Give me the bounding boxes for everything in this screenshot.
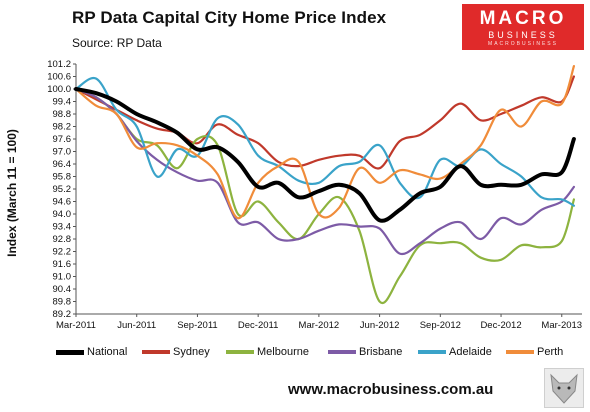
y-tick-label: 99.4	[53, 97, 72, 108]
legend-item-national: National	[56, 346, 127, 358]
wolf-head-icon	[550, 373, 578, 404]
chart-title: RP Data Capital City Home Price Index	[72, 8, 387, 27]
x-tick-label: Mar-2011	[56, 320, 96, 331]
x-tick-label: Dec-2012	[480, 320, 521, 331]
x-tick-label: Jun-2012	[360, 320, 400, 331]
legend-item-melbourne: Melbourne	[226, 346, 309, 358]
y-tick-label: 90.4	[53, 284, 72, 295]
logo-line2: BUSINESS	[488, 30, 558, 40]
series-line-brisbane	[74, 87, 575, 256]
series-line-national	[74, 87, 576, 223]
y-tick-label: 100.6	[47, 72, 71, 83]
y-tick-label: 94.6	[53, 197, 72, 208]
legend-label-melbourne: Melbourne	[257, 346, 309, 358]
x-tick-label: Sep-2012	[420, 320, 461, 331]
y-tick-label: 94.0	[53, 209, 72, 220]
x-tick-label: Sep-2011	[177, 320, 218, 331]
x-tick-label: Dec-2011	[238, 320, 279, 331]
series-line-perth	[74, 65, 575, 220]
y-tick-label: 89.8	[53, 297, 72, 308]
legend-swatch-perth	[506, 350, 534, 355]
y-tick-label: 91.6	[53, 259, 72, 270]
y-tick-label: 100.0	[47, 84, 71, 95]
y-tick-label: 98.8	[53, 109, 72, 120]
legend-item-brisbane: Brisbane	[328, 346, 402, 358]
legend-label-national: National	[87, 346, 128, 358]
y-tick-label: 95.8	[53, 172, 72, 183]
y-tick-label: 97.0	[53, 147, 72, 158]
series-line-sydney	[74, 75, 575, 170]
logo-line3: MACROBUSINESS	[488, 41, 558, 47]
chart-subtitle: Source: RP Data	[72, 36, 162, 50]
y-tick-label: 98.2	[53, 122, 72, 133]
footer-url: www.macrobusiness.com.au	[288, 381, 494, 398]
legend-label-sydney: Sydney	[173, 346, 210, 358]
x-tick-label: Mar-2013	[541, 320, 582, 331]
y-tick-label: 92.2	[53, 247, 72, 258]
macrobusiness-logo: MACRO BUSINESS MACROBUSINESS	[462, 4, 584, 50]
logo-line1: MACRO	[479, 8, 567, 29]
y-axis-label: Index (March 11 = 100)	[5, 129, 19, 257]
y-tick-label: 89.2	[53, 309, 72, 320]
x-tick-label: Mar-2012	[299, 320, 340, 331]
y-tick-label: 97.6	[53, 134, 72, 145]
x-tick-label: Jun-2011	[117, 320, 156, 331]
series-lines	[74, 65, 576, 305]
legend-swatch-sydney	[142, 350, 170, 355]
legend-item-sydney: Sydney	[142, 346, 210, 358]
y-tick-label: 95.2	[53, 184, 72, 195]
y-tick-label: 101.2	[47, 59, 71, 70]
legend-swatch-adelaide	[418, 350, 446, 355]
legend-label-perth: Perth	[537, 346, 564, 358]
y-tick-label: 92.8	[53, 234, 72, 245]
x-axis: Mar-2011 Jun-2011 Sep-2011 Dec-2011 Mar-2012…	[56, 314, 582, 331]
y-tick-label: 96.4	[53, 159, 72, 170]
y-tick-label: 91.0	[53, 272, 72, 283]
legend-swatch-national	[56, 349, 84, 355]
legend-item-adelaide: Adelaide	[418, 346, 492, 358]
legend-item-perth: Perth	[506, 346, 563, 358]
legend-swatch-brisbane	[328, 350, 356, 355]
y-tick-label: 93.4	[53, 222, 72, 233]
series-line-melbourne	[74, 87, 575, 305]
legend-label-adelaide: Adelaide	[449, 346, 492, 358]
legend-label-brisbane: Brisbane	[359, 346, 403, 358]
legend-swatch-melbourne	[226, 350, 254, 355]
series-line-adelaide	[74, 76, 575, 207]
y-axis: 89.289.8 90.491.0 91.692.2 92.893.4 94.094.6…	[47, 59, 76, 320]
wolf-logo-icon	[544, 368, 584, 408]
